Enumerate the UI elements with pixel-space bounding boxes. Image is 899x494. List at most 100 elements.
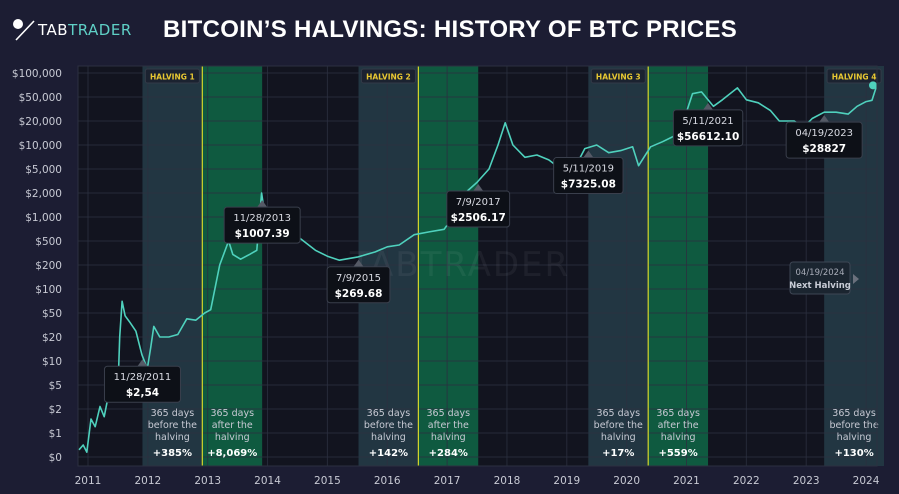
callout-box [553, 157, 624, 195]
before-halving-band-2 [358, 66, 419, 466]
x-tick-label: 2012 [134, 475, 161, 487]
x-tick-label: 2011 [75, 475, 102, 487]
halving-label-3: HALVING 3 [596, 73, 641, 82]
before-halving-4-text: 365 days [832, 408, 876, 419]
callout-box [326, 266, 391, 304]
logo-percent-icon [13, 19, 35, 41]
x-tick-label: 2018 [494, 475, 521, 487]
callout-price: $56612.10 [677, 131, 739, 143]
halving-label-box-3 [590, 68, 646, 84]
after-halving-band-2 [418, 66, 479, 466]
x-tick-label: 2014 [254, 475, 281, 487]
callout-price: $2506.17 [451, 212, 506, 224]
price-callout: 04/19/2023 $28827 [785, 115, 863, 159]
price-callout: 5/11/2021 $56612.10 [672, 102, 744, 147]
before-halving-1-text: halving [155, 432, 190, 443]
x-tick-label: 2017 [434, 475, 461, 487]
tabtrader-logo: TAB TRADER [12, 18, 132, 42]
before-halving-2-text: halving [371, 432, 406, 443]
y-tick-label: $200 [35, 260, 62, 272]
x-tick-label: 2023 [793, 475, 820, 487]
after-halving-band-1 [202, 66, 263, 466]
after-halving-3-text: 365 days [656, 408, 700, 419]
y-tick-label: $1 [49, 428, 62, 440]
x-tick-label: 2013 [194, 475, 221, 487]
y-tick-label: $10,000 [19, 140, 62, 152]
callout-pointer [583, 150, 594, 158]
y-tick-label: $50 [42, 308, 62, 320]
callout-box [785, 121, 863, 159]
halving-label-box-1 [144, 68, 200, 84]
callout-price: $1007.39 [235, 228, 290, 240]
callout-pointer [137, 359, 148, 367]
next-halving-callout: 04/19/2024 Next Halving [789, 261, 859, 295]
callout-box [672, 109, 744, 147]
before-halving-4-text: halving [837, 432, 872, 443]
btc-price-line [78, 85, 878, 454]
callout-date: 11/28/2011 [114, 372, 172, 383]
y-tick-label: $1,000 [25, 212, 62, 224]
before-halving-1-percent: +385% [153, 448, 192, 459]
after-halving-1-text: 365 days [210, 408, 254, 419]
before-halving-3-text: halving [601, 432, 636, 443]
y-tick-label: $5 [49, 380, 62, 392]
halving-label-box-4 [826, 68, 882, 84]
price-callout: 11/28/2011 $2,54 [103, 359, 181, 403]
after-halving-2-text: 365 days [427, 408, 471, 419]
callout-date: 04/19/2023 [795, 128, 853, 139]
callout-date: 7/9/2015 [336, 273, 381, 284]
before-halving-2-percent: +142% [369, 448, 408, 459]
callout-box [103, 365, 181, 403]
latest-price-dot [869, 81, 877, 90]
halving-label-2: HALVING 2 [366, 73, 411, 82]
callout-pointer [473, 184, 484, 192]
price-callout: 11/28/2013 $1007.39 [223, 200, 301, 244]
x-tick-label: 2021 [673, 475, 700, 487]
y-tick-label: $20 [42, 332, 62, 344]
next-halving-box [789, 261, 851, 295]
callout-pointer [819, 115, 830, 123]
callout-date: 5/11/2021 [682, 116, 733, 127]
after-halving-1-text: halving [215, 432, 250, 443]
price-callout: 7/9/2017 $2506.17 [446, 184, 511, 228]
halving-label-4: HALVING 4 [832, 73, 877, 82]
next-halving-date: 04/19/2024 [796, 268, 845, 278]
before-halving-4-text: before the [829, 420, 878, 431]
callout-pointer [257, 200, 268, 208]
next-halving-text: Next Halving [789, 281, 851, 291]
y-tick-label: $0 [49, 452, 62, 464]
callout-date: 5/11/2019 [563, 164, 614, 175]
x-tick-label: 2020 [613, 475, 640, 487]
halving-label-box-2 [360, 68, 416, 84]
before-halving-1-text: before the [148, 420, 197, 431]
price-callout: 5/11/2019 $7325.08 [553, 150, 624, 195]
before-halving-2-text: before the [364, 420, 413, 431]
header: TAB TRADER BITCOIN’S HALVINGS: HISTORY OF… [0, 0, 899, 64]
callout-pointer [703, 102, 714, 110]
after-halving-2-percent: +284% [429, 448, 468, 459]
y-tick-label: $10 [42, 356, 62, 368]
before-halving-1-text: 365 days [151, 408, 195, 419]
x-tick-label: 2019 [553, 475, 580, 487]
after-halving-2-text: halving [431, 432, 466, 443]
after-halving-2-text: after the [428, 420, 469, 431]
callout-price: $28827 [802, 143, 846, 155]
callout-price: $269.68 [335, 288, 383, 300]
logo-text-trader: TRADER [68, 21, 132, 39]
callout-box [223, 206, 301, 244]
y-tick-label: $20,000 [19, 116, 62, 128]
x-tick-label: 2015 [314, 475, 341, 487]
price-callout: 7/9/2015 $269.68 [326, 259, 391, 304]
before-halving-band-3 [588, 66, 649, 466]
chart-title: BITCOIN’S HALVINGS: HISTORY OF BTC PRICE… [163, 16, 738, 43]
y-tick-label: $2 [49, 404, 62, 416]
next-halving-pointer [853, 274, 859, 284]
y-tick-label: $500 [35, 236, 62, 248]
callout-box [446, 190, 511, 228]
before-halving-3-text: 365 days [596, 408, 640, 419]
after-halving-1-percent: +8,069% [207, 448, 257, 459]
callout-price: $2,54 [126, 387, 159, 399]
after-halving-3-percent: +559% [658, 448, 697, 459]
after-halving-1-text: after the [212, 420, 253, 431]
